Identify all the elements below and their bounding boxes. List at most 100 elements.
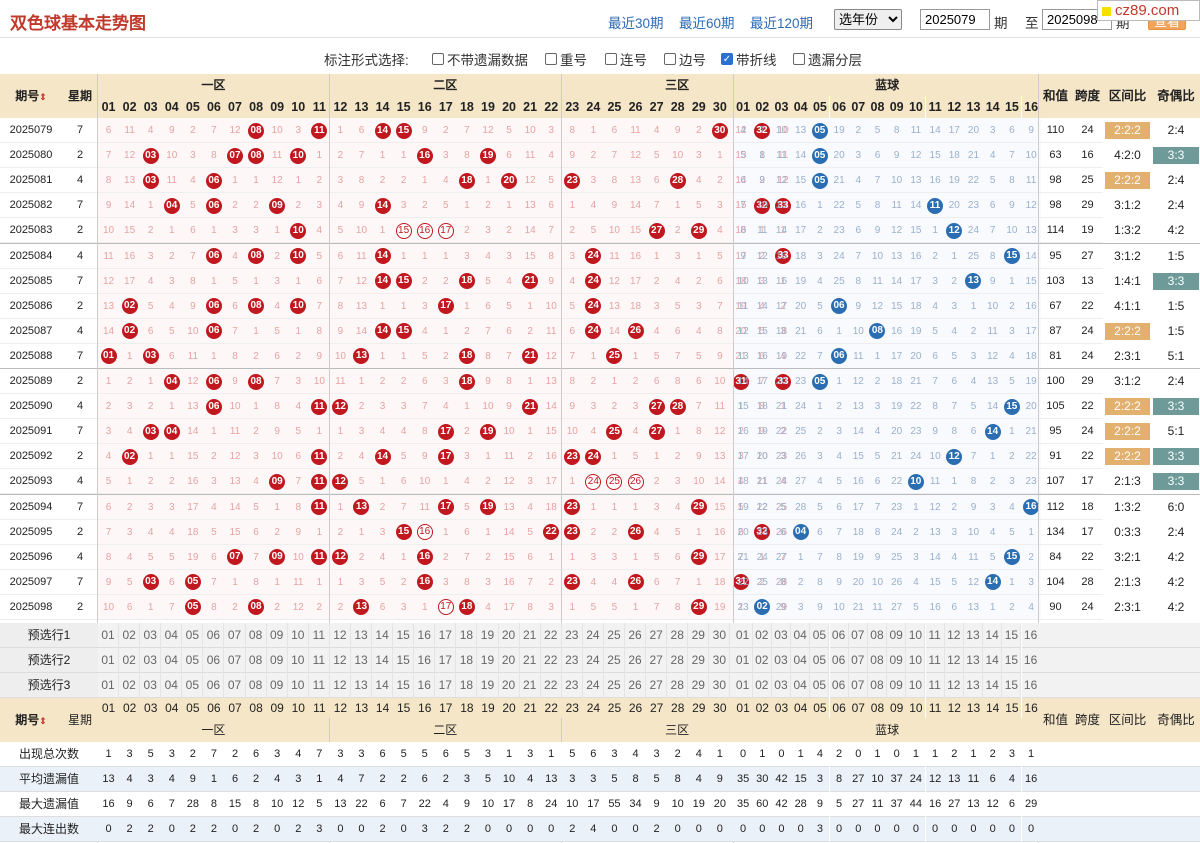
pre-red-cell[interactable]: 21 [519,648,541,673]
pre-red-cell[interactable]: 23 [561,648,583,673]
option-checkbox[interactable]: ✓ [721,53,733,65]
pre-red-cell[interactable]: 30 [709,673,731,698]
pre-red-cell[interactable]: 03 [140,623,162,648]
pre-blue-cell[interactable]: 10 [906,673,926,698]
pre-red-cell[interactable]: 10 [287,648,309,673]
pre-red-cell[interactable]: 11 [308,673,330,698]
pre-red-cell[interactable]: 16 [414,648,436,673]
pre-red-cell[interactable]: 26 [625,648,647,673]
pre-red-cell[interactable]: 08 [245,623,267,648]
option-checkbox[interactable] [664,53,676,65]
pre-red-cell[interactable]: 17 [435,648,457,673]
pre-red-cell[interactable]: 15 [393,623,415,648]
pre-red-cell[interactable]: 12 [329,673,351,698]
pre-blue-cell[interactable]: 13 [963,623,984,648]
option-checkbox[interactable] [605,53,617,65]
option-2[interactable]: 重号 [545,49,587,69]
pre-blue-cell[interactable]: 08 [867,648,888,673]
pre-red-cell[interactable]: 03 [140,648,162,673]
pre-blue-cell[interactable]: 14 [983,623,1003,648]
pre-blue-cell[interactable]: 09 [887,623,907,648]
pre-red-cell[interactable]: 07 [224,623,246,648]
pre-red-cell[interactable]: 21 [519,673,541,698]
option-checkbox[interactable] [432,53,444,65]
pre-red-cell[interactable]: 08 [245,673,267,698]
pre-blue-cell[interactable]: 08 [867,623,888,648]
pre-blue-cell[interactable]: 01 [733,673,753,698]
pre-red-cell[interactable]: 22 [540,648,562,673]
pre-red-cell[interactable]: 06 [203,673,225,698]
pre-blue-cell[interactable]: 06 [829,648,849,673]
pre-blue-cell[interactable]: 05 [810,673,830,698]
pre-red-cell[interactable]: 03 [140,673,162,698]
option-5[interactable]: ✓ 带折线 [721,49,777,69]
option-1[interactable]: 不带遗漏数据 [432,49,528,69]
pre-red-cell[interactable]: 14 [372,623,394,648]
pre-red-cell[interactable]: 29 [688,623,710,648]
pre-blue-cell[interactable]: 13 [963,673,984,698]
pre-red-cell[interactable]: 28 [667,648,689,673]
pre-red-cell[interactable]: 20 [498,648,520,673]
pre-red-cell[interactable]: 13 [350,623,373,648]
pre-red-cell[interactable]: 01 [98,623,120,648]
pre-blue-cell[interactable]: 03 [771,673,792,698]
pre-blue-cell[interactable]: 14 [983,648,1003,673]
pre-red-cell[interactable]: 22 [540,623,562,648]
pre-red-cell[interactable]: 19 [477,623,499,648]
recent-30-link[interactable]: 最近30期 [608,16,664,31]
pre-red-cell[interactable]: 06 [203,648,225,673]
pre-red-cell[interactable]: 17 [435,623,457,648]
pre-blue-cell[interactable]: 01 [733,648,753,673]
pre-red-cell[interactable]: 11 [308,623,330,648]
pre-red-cell[interactable]: 23 [561,623,583,648]
option-4[interactable]: 边号 [664,49,706,69]
pre-red-cell[interactable]: 24 [582,673,604,698]
pre-red-cell[interactable]: 13 [350,673,373,698]
pre-red-cell[interactable]: 26 [625,673,647,698]
recent-120-link[interactable]: 最近120期 [750,16,814,31]
pre-red-cell[interactable]: 04 [161,673,183,698]
option-3[interactable]: 连号 [605,49,647,69]
pre-red-cell[interactable]: 18 [456,623,478,648]
pre-red-cell[interactable]: 20 [498,673,520,698]
pre-red-cell[interactable]: 14 [372,648,394,673]
pre-blue-cell[interactable]: 15 [1002,648,1022,673]
pre-blue-cell[interactable]: 04 [791,648,811,673]
pre-red-cell[interactable]: 19 [477,673,499,698]
pre-red-cell[interactable]: 14 [372,673,394,698]
pre-blue-cell[interactable]: 15 [1002,673,1022,698]
pre-blue-cell[interactable]: 06 [829,673,849,698]
pre-red-cell[interactable]: 27 [646,673,668,698]
pre-red-cell[interactable]: 13 [350,648,373,673]
pre-red-cell[interactable]: 09 [266,648,288,673]
pre-blue-cell[interactable]: 12 [944,623,964,648]
pre-blue-cell[interactable]: 03 [771,648,792,673]
pre-blue-cell[interactable]: 15 [1002,623,1022,648]
pre-blue-cell[interactable]: 12 [944,673,964,698]
pre-blue-cell[interactable]: 16 [1021,648,1041,673]
pre-red-cell[interactable]: 28 [667,623,689,648]
pre-blue-cell[interactable]: 07 [848,673,868,698]
pre-red-cell[interactable]: 10 [287,673,309,698]
pre-blue-cell[interactable]: 02 [752,673,772,698]
pre-blue-cell[interactable]: 03 [771,623,792,648]
pre-blue-cell[interactable]: 09 [887,648,907,673]
pre-red-cell[interactable]: 24 [582,648,604,673]
pre-blue-cell[interactable]: 14 [983,673,1003,698]
pre-red-cell[interactable]: 28 [667,673,689,698]
pre-blue-cell[interactable]: 09 [887,673,907,698]
pre-blue-cell[interactable]: 02 [752,648,772,673]
pre-blue-cell[interactable]: 02 [752,623,772,648]
pre-blue-cell[interactable]: 01 [733,623,753,648]
pre-red-cell[interactable]: 12 [329,648,351,673]
pre-red-cell[interactable]: 21 [519,623,541,648]
pre-red-cell[interactable]: 06 [203,623,225,648]
pre-red-cell[interactable]: 08 [245,648,267,673]
pre-red-cell[interactable]: 16 [414,623,436,648]
pre-red-cell[interactable]: 25 [603,648,625,673]
pre-red-cell[interactable]: 05 [182,648,204,673]
option-checkbox[interactable] [793,53,805,65]
pre-blue-cell[interactable]: 11 [925,648,945,673]
pre-red-cell[interactable]: 25 [603,673,625,698]
pre-blue-cell[interactable]: 12 [944,648,964,673]
